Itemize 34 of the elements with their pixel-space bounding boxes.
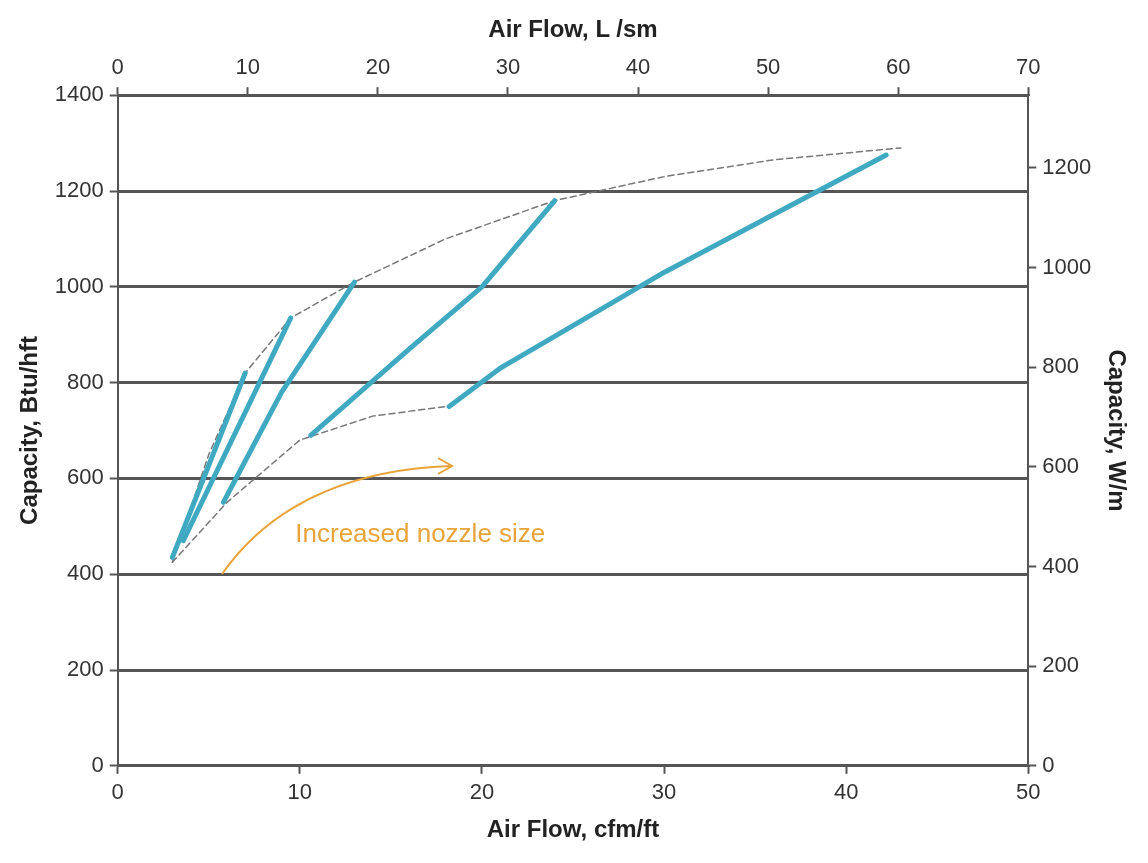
x-tick-label: 50 bbox=[1016, 779, 1041, 805]
y2-tick-label: 1000 bbox=[1042, 253, 1092, 279]
x-tick-label: 20 bbox=[469, 779, 495, 805]
x-tick-label: 30 bbox=[651, 779, 677, 805]
y-tick-label: 400 bbox=[67, 560, 104, 586]
y2-tick-label: 200 bbox=[1042, 652, 1079, 678]
x2-tick-label: 30 bbox=[495, 54, 521, 80]
y2-tick-label: 400 bbox=[1042, 552, 1079, 578]
y2-tick-label: 800 bbox=[1042, 353, 1079, 379]
x2-tick-label: 0 bbox=[111, 54, 124, 80]
y-tick-label: 800 bbox=[67, 368, 104, 394]
x-tick-label: 10 bbox=[287, 779, 313, 805]
x2-tick-label: 40 bbox=[625, 54, 651, 80]
y-tick-label: 1400 bbox=[54, 81, 104, 107]
x2-tick-label: 60 bbox=[885, 54, 911, 80]
x2-tick-label: 50 bbox=[755, 54, 781, 80]
x-tick-label: 40 bbox=[833, 779, 859, 805]
x2-tick-label: 20 bbox=[365, 54, 391, 80]
y-tick-label: 600 bbox=[67, 464, 104, 490]
y-axis-title: Capacity, Btu/hft bbox=[15, 336, 43, 525]
y-tick-label: 200 bbox=[67, 656, 104, 682]
y2-tick-label: 600 bbox=[1042, 452, 1079, 478]
y2-axis-title: Capacity, W/m bbox=[1103, 349, 1131, 512]
x2-axis-title: Air Flow, L /sm bbox=[488, 15, 658, 43]
x-axis-title: Air Flow, cfm/ft bbox=[486, 815, 660, 843]
y-tick-label: 0 bbox=[91, 751, 104, 777]
x2-tick-label: 70 bbox=[1016, 54, 1041, 80]
y2-tick-label: 0 bbox=[1042, 751, 1055, 777]
y2-tick-label: 1200 bbox=[1042, 154, 1092, 179]
x2-tick-label: 10 bbox=[235, 54, 261, 80]
y-tick-label: 1200 bbox=[54, 177, 104, 203]
y-tick-label: 1000 bbox=[54, 272, 104, 298]
annotation: Increased nozzle size bbox=[295, 517, 546, 548]
x-tick-label: 0 bbox=[111, 779, 124, 805]
